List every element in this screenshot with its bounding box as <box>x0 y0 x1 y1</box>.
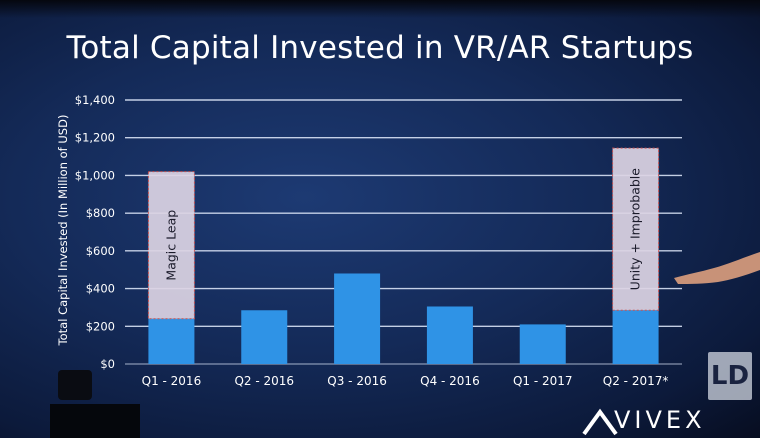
y-tick-label: $800 <box>86 206 115 220</box>
top-shadow <box>0 0 760 18</box>
x-tick-label: Q3 - 2016 <box>327 374 387 388</box>
x-tick-label: Q2 - 2016 <box>234 374 294 388</box>
bar-highlight <box>147 171 195 320</box>
x-tick-labels: Q1 - 2016 Q2 - 2016 Q3 - 2016 Q4 - 2016 Q1 -… <box>142 374 669 388</box>
y-tick-label: $0 <box>100 357 115 371</box>
y-tick-label: $600 <box>86 244 115 258</box>
bars: Magic Leap Unity + Improbable <box>147 147 660 364</box>
watermark-logo: LD <box>708 352 752 400</box>
camera-silhouette <box>50 370 140 438</box>
bar-annotation: Magic Leap <box>163 210 178 281</box>
y-tick-label: $1,400 <box>75 93 115 107</box>
bar <box>426 306 473 364</box>
chart-title: Total Capital Invested in VR/AR Startups <box>66 30 694 66</box>
y-tick-label: $1,000 <box>75 168 115 182</box>
vive-chevron-icon <box>582 408 618 436</box>
y-axis-label: Total Capital Invested (In Million of US… <box>56 115 70 347</box>
bar <box>148 318 195 364</box>
y-tick-label: $1,200 <box>75 131 115 145</box>
x-tick-label: Q1 - 2017 <box>513 374 573 388</box>
bar <box>612 310 659 364</box>
y-tick-label: $400 <box>86 282 115 296</box>
x-tick-label: Q1 - 2016 <box>142 374 202 388</box>
y-tick-label: $200 <box>86 319 115 333</box>
grid-lines <box>125 99 682 365</box>
bar-annotation: Unity + Improbable <box>628 168 643 291</box>
bar <box>519 324 566 364</box>
x-tick-label: Q4 - 2016 <box>420 374 480 388</box>
brand-logo: VIVEX <box>578 398 760 438</box>
bar-highlight <box>612 147 660 311</box>
brand-name: VIVEX <box>614 406 706 434</box>
bar <box>241 310 288 364</box>
presenter-hand <box>674 252 760 284</box>
x-tick-label: Q2 - 2017* <box>603 374 669 388</box>
y-tick-labels: $0 $200 $400 $600 $800 $1,000 $1,200 $1,400 <box>75 93 115 371</box>
bar <box>334 273 381 364</box>
